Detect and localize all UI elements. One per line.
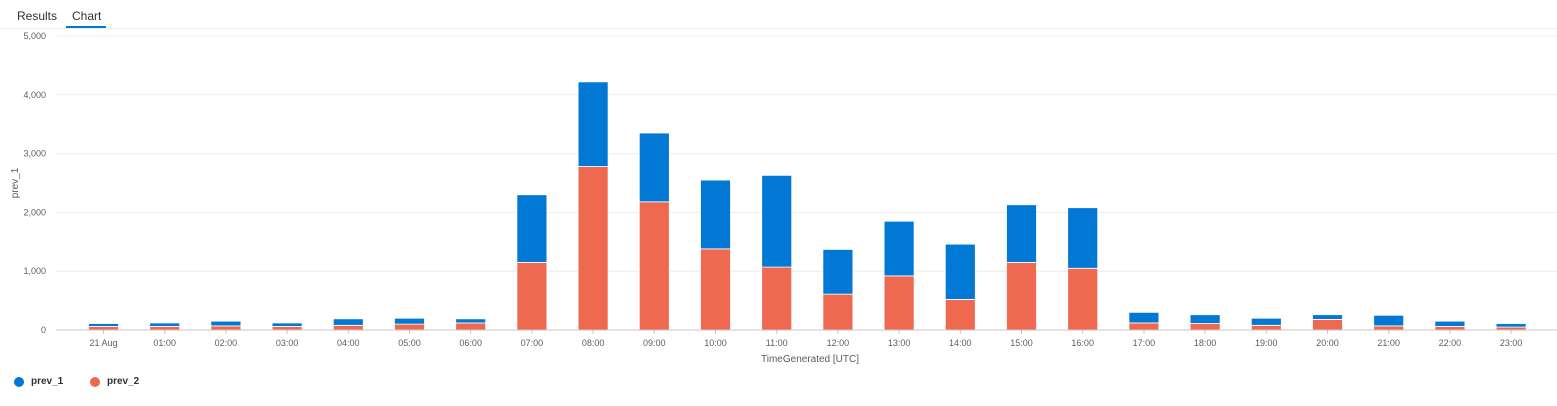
bar-segment-prev-2[interactable]	[700, 248, 731, 331]
bar-segment-prev-1[interactable]	[1373, 314, 1405, 327]
bar-segment-prev-1[interactable]	[210, 320, 242, 327]
bar-segment-prev-1[interactable]	[516, 194, 548, 263]
bar-segment-prev-1[interactable]	[88, 323, 119, 327]
bar-segment-prev-2[interactable]	[1006, 261, 1037, 331]
bar-segment-prev-2[interactable]	[638, 201, 670, 331]
bar-segment-prev-2[interactable]	[577, 166, 609, 331]
bar-segment-prev-1[interactable]	[822, 249, 854, 295]
x-tick-label: 20:00	[1316, 338, 1339, 348]
bar-segment-prev-2[interactable]	[394, 323, 425, 331]
y-tick-label: 3,000	[23, 149, 46, 159]
bar-segment-prev-1[interactable]	[761, 174, 793, 268]
y-tick-label: 2,000	[23, 207, 46, 217]
bar-segment-prev-1[interactable]	[1495, 323, 1527, 328]
x-tick-label: 01:00	[153, 338, 176, 348]
bar-segment-prev-2[interactable]	[516, 261, 548, 331]
x-tick-label: 13:00	[888, 338, 911, 348]
x-axis-title: TimeGenerated [UTC]	[761, 354, 859, 365]
x-tick-label: 14:00	[949, 338, 972, 348]
x-tick-label: 10:00	[704, 338, 727, 348]
bar-segment-prev-2[interactable]	[88, 326, 119, 331]
bar-segment-prev-2[interactable]	[1250, 324, 1282, 331]
x-axis-ticks: 21 Aug 01:00 02:00 03:00 04:00 05:00 06:00 07:0…	[56, 329, 1557, 348]
bar-segment-prev-2[interactable]	[1067, 267, 1099, 331]
x-tick-label: 11:00	[766, 338, 788, 348]
x-tick-label: 06:00	[459, 338, 482, 348]
gridlines	[56, 35, 1557, 331]
bar-segment-prev-1[interactable]	[332, 318, 364, 326]
y-tick-label: 0	[41, 325, 46, 335]
legend-label-prev-2: prev_2	[107, 376, 140, 387]
tabs-divider	[0, 28, 1557, 29]
bar-segment-prev-1[interactable]	[271, 322, 303, 327]
bar-segment-prev-1[interactable]	[394, 317, 425, 325]
x-tick-label: 04:00	[337, 338, 360, 348]
x-tick-label: 02:00	[215, 338, 238, 348]
bar-segment-prev-2[interactable]	[1189, 323, 1221, 331]
bar-segment-prev-1[interactable]	[883, 220, 915, 277]
y-axis-ticks: 0 1,000 2,000 3,000 4,000 5,000	[23, 31, 46, 335]
y-tick-label: 4,000	[23, 90, 46, 100]
legend-swatch-prev-2	[90, 376, 100, 387]
bar-segment-prev-2[interactable]	[1434, 326, 1466, 331]
x-tick-label: 17:00	[1133, 338, 1156, 348]
bar-segment-prev-2[interactable]	[210, 325, 242, 331]
active-tab-indicator	[66, 26, 106, 28]
x-tick-label: 07:00	[521, 338, 544, 348]
x-tick-label: 16:00	[1071, 338, 1094, 348]
legend-label-prev-1: prev_1	[31, 376, 64, 387]
x-tick-label: 18:00	[1194, 338, 1217, 348]
x-tick-label: 22:00	[1439, 338, 1462, 348]
x-tick-label: 09:00	[643, 338, 666, 348]
bar-segment-prev-2[interactable]	[883, 275, 915, 331]
bar-segment-prev-1[interactable]	[1189, 314, 1221, 324]
y-tick-label: 5,000	[23, 31, 46, 41]
bar-segment-prev-2[interactable]	[1312, 319, 1343, 331]
x-tick-label: 08:00	[582, 338, 605, 348]
legend-item-prev-2[interactable]: prev_2	[90, 376, 139, 387]
bar-segment-prev-1[interactable]	[1434, 320, 1466, 327]
bar-segment-prev-1[interactable]	[638, 132, 670, 203]
x-tick-label: 03:00	[276, 338, 299, 348]
bar-segment-prev-1[interactable]	[577, 81, 609, 167]
bar-segment-prev-1[interactable]	[1006, 204, 1037, 263]
bar-segment-prev-2[interactable]	[149, 326, 181, 331]
bar-segment-prev-1[interactable]	[1067, 207, 1099, 269]
x-tick-label: 23:00	[1500, 338, 1523, 348]
legend-item-prev-1[interactable]: prev_1	[14, 376, 63, 387]
bar-segment-prev-1[interactable]	[1128, 311, 1160, 324]
x-tick-label: 21:00	[1377, 338, 1400, 348]
bar-segment-prev-2[interactable]	[822, 293, 854, 331]
bar-segment-prev-1[interactable]	[455, 318, 487, 324]
x-tick-label: 21 Aug	[89, 338, 117, 348]
y-axis-title: prev_1	[10, 167, 21, 198]
bars	[88, 81, 1527, 331]
bar-segment-prev-2[interactable]	[1373, 325, 1405, 331]
x-tick-label: 05:00	[398, 338, 421, 348]
bar-segment-prev-1[interactable]	[1312, 314, 1343, 320]
bar-segment-prev-2[interactable]	[944, 299, 976, 331]
bar-segment-prev-2[interactable]	[271, 326, 303, 331]
bar-segment-prev-1[interactable]	[944, 243, 976, 300]
y-tick-label: 1,000	[23, 266, 46, 276]
stacked-bar-chart: 0 1,000 2,000 3,000 4,000 5,000 21 Aug 01:00 02…	[10, 31, 1557, 365]
x-tick-label: 12:00	[827, 338, 850, 348]
tab-results[interactable]: Results	[17, 9, 58, 23]
bar-segment-prev-2[interactable]	[761, 266, 793, 331]
x-tick-label: 15:00	[1010, 338, 1033, 348]
x-tick-label: 19:00	[1255, 338, 1278, 348]
bar-segment-prev-1[interactable]	[149, 322, 181, 327]
bar-segment-prev-1[interactable]	[1250, 317, 1282, 326]
bar-segment-prev-2[interactable]	[1128, 322, 1160, 331]
bar-segment-prev-2[interactable]	[455, 322, 487, 331]
tab-chart[interactable]: Chart	[72, 9, 102, 23]
bar-segment-prev-1[interactable]	[700, 179, 731, 250]
bar-segment-prev-2[interactable]	[332, 324, 364, 331]
tab-bar: Results Chart	[0, 0, 1557, 30]
legend-swatch-prev-1	[14, 376, 24, 387]
